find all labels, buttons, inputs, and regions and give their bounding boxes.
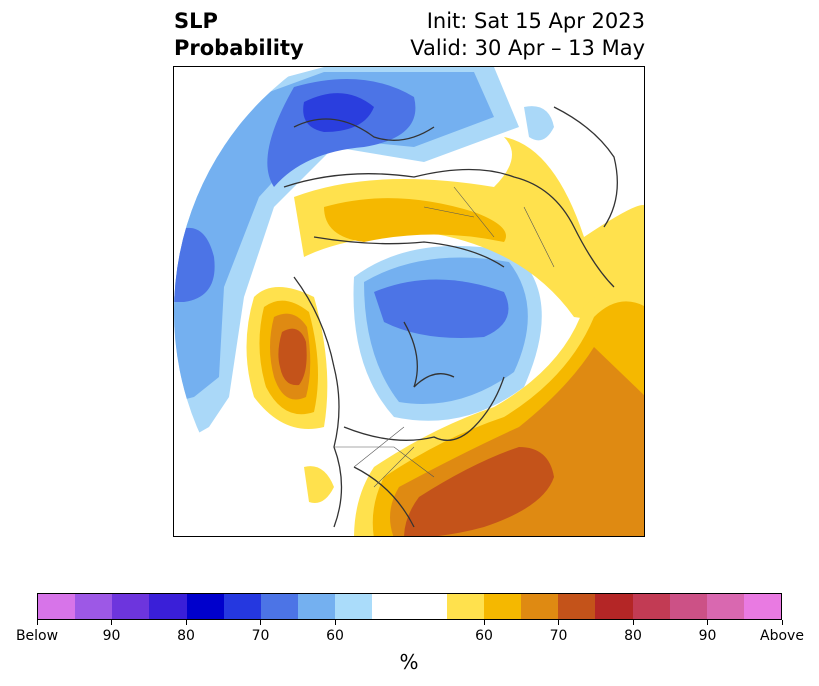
colorbar-segment-5 <box>223 594 261 619</box>
colorbar-segment-1 <box>75 594 113 619</box>
colorbar-tick <box>36 620 38 625</box>
colorbar-tick-label: 90 <box>698 628 717 644</box>
colorbar-tick <box>334 620 336 625</box>
colorbar-tick <box>185 620 187 625</box>
colorbar-segment-4 <box>186 594 224 619</box>
region-below-70-atlantic <box>174 227 215 302</box>
colorbar-segment-11 <box>446 594 484 619</box>
colorbar-tick-label: 60 <box>326 628 344 644</box>
colorbar-segment-14 <box>558 594 596 619</box>
title-line-1: SLP <box>174 9 218 33</box>
region-below-80 <box>303 93 374 132</box>
colorbar-segment-0 <box>38 594 76 619</box>
colorbar-segment-19 <box>743 594 782 619</box>
colorbar-segment-16 <box>632 594 670 619</box>
colorbar-segment-9 <box>372 594 410 619</box>
colorbar-tick-label: 70 <box>251 628 270 644</box>
colorbar-unit: % <box>399 650 419 674</box>
colorbar-segment-12 <box>483 594 522 619</box>
colorbar-tick-label: 80 <box>624 628 642 644</box>
colorbar-segment-15 <box>595 594 633 619</box>
colorbar-tick-label: 80 <box>177 628 195 644</box>
colorbar-tick <box>483 620 485 625</box>
region-below-60 <box>174 72 494 402</box>
colorbar-segment-17 <box>669 594 707 619</box>
colorbar-tick <box>632 620 634 625</box>
map-title: SLP Probability <box>174 8 304 62</box>
init-date: Init: Sat 15 Apr 2023 <box>426 9 645 33</box>
colorbar-segment-2 <box>112 594 150 619</box>
colorbar-segment-10 <box>409 594 447 619</box>
colorbar <box>37 593 782 620</box>
title-line-2: Probability <box>174 36 304 60</box>
colorbar-tick-label: Above <box>760 628 804 644</box>
region-above-50-california <box>304 466 334 503</box>
colorbar-tick-label: 90 <box>102 628 121 644</box>
probability-map <box>174 67 644 536</box>
colorbar-tick-label: 60 <box>475 628 493 644</box>
colorbar-tick <box>781 620 783 625</box>
region-below-arctic-70 <box>374 279 509 338</box>
colorbar-tick <box>558 620 559 625</box>
valid-range: Valid: 30 Apr – 13 May <box>410 36 645 60</box>
colorbar-segment-3 <box>149 594 187 619</box>
colorbar-segment-6 <box>260 594 299 619</box>
map-dates: Init: Sat 15 Apr 2023 Valid: 30 Apr – 13… <box>410 8 645 62</box>
colorbar-tick <box>707 620 708 625</box>
coastlines <box>283 106 618 528</box>
colorbar-tick <box>111 620 112 625</box>
region-above-60-north <box>324 198 506 242</box>
colorbar-segment-8 <box>335 594 373 619</box>
region-above-80-pacific <box>278 328 307 386</box>
borders <box>334 186 555 488</box>
colorbar-tick <box>260 620 261 625</box>
colorbar-segment-13 <box>521 594 559 619</box>
map-panel <box>173 66 645 537</box>
colorbar-segment-18 <box>706 594 744 619</box>
colorbar-segment-7 <box>298 594 336 619</box>
region-above-80-atlantic <box>404 447 554 536</box>
region-below-alaska <box>524 106 554 141</box>
colorbar-tick-label: 70 <box>549 628 568 644</box>
colorbar-tick-label: Below <box>15 628 59 644</box>
